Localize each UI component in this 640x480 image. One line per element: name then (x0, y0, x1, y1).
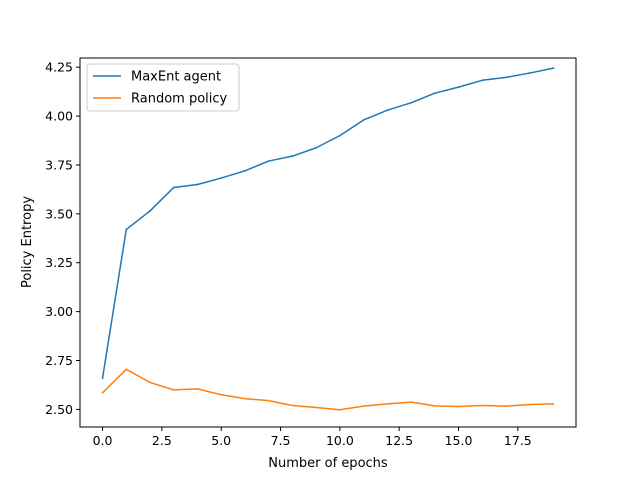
data-point (338, 408, 341, 411)
data-point (101, 391, 104, 394)
x-tick-label: 2.5 (152, 433, 172, 448)
data-point (362, 405, 365, 407)
data-point (172, 186, 175, 189)
x-tick-label: 10.0 (326, 433, 354, 448)
x-tick-label: 17.5 (504, 433, 532, 448)
x-tick-label: 0.0 (93, 433, 113, 448)
data-point (362, 119, 365, 121)
y-tick-label: 2.75 (45, 353, 73, 368)
data-point (457, 405, 460, 408)
series-line-1 (102, 368, 554, 411)
data-point (386, 109, 389, 112)
y-axis-label: Policy Entropy (20, 196, 35, 288)
data-point (149, 381, 151, 384)
data-point (410, 401, 412, 404)
x-tick-label: 15.0 (445, 433, 473, 448)
data-point (220, 393, 223, 396)
data-point (196, 183, 199, 186)
data-point (433, 92, 436, 95)
data-point (315, 146, 318, 149)
axis-ticks: 0.0 2.5 5.0 7.5 10.0 12.5 15.0 17.5 2.50 2.75 3.00… (45, 60, 532, 448)
data-point (386, 403, 389, 405)
data-point (552, 67, 555, 70)
data-point (481, 79, 484, 82)
x-tick-label: 7.5 (271, 433, 291, 448)
data-point (220, 177, 223, 179)
x-tick-label: 5.0 (211, 433, 231, 448)
data-point (552, 403, 555, 405)
y-tick-label: 3.00 (45, 304, 73, 319)
legend: MaxEnt agent Random policy (86, 63, 240, 112)
plot-marks (101, 67, 555, 411)
data-point (481, 404, 484, 407)
legend-box (86, 63, 240, 112)
data-point (125, 368, 128, 371)
plot-frame (79, 57, 577, 428)
y-tick-label: 2.50 (45, 402, 73, 417)
data-point (244, 397, 246, 400)
y-tick-label: 3.75 (45, 157, 73, 172)
data-point (505, 76, 507, 79)
y-tick-label: 3.25 (45, 255, 73, 270)
data-point (505, 405, 507, 407)
y-tick-label: 3.50 (45, 206, 73, 221)
legend-label-0: MaxEnt agent (131, 70, 221, 85)
data-point (291, 404, 294, 407)
data-point (101, 377, 104, 380)
data-point (267, 160, 270, 162)
data-point (196, 387, 199, 390)
data-point (291, 155, 294, 158)
data-point (315, 406, 318, 409)
data-point (457, 86, 460, 89)
y-tick-label: 4.00 (45, 109, 73, 124)
series-line-0 (101, 67, 554, 379)
x-axis-label: Number of epochs (268, 456, 388, 471)
data-point (528, 403, 531, 406)
data-point (528, 72, 531, 74)
data-point (410, 101, 412, 104)
data-point (149, 210, 151, 212)
legend-label-1: Random policy (131, 92, 228, 107)
data-point (125, 228, 128, 231)
x-tick-label: 12.5 (385, 433, 413, 448)
data-point (244, 169, 246, 172)
data-point (433, 404, 436, 407)
data-point (172, 388, 175, 391)
data-point (338, 134, 341, 137)
data-point (267, 399, 270, 402)
y-tick-label: 4.25 (45, 60, 73, 75)
